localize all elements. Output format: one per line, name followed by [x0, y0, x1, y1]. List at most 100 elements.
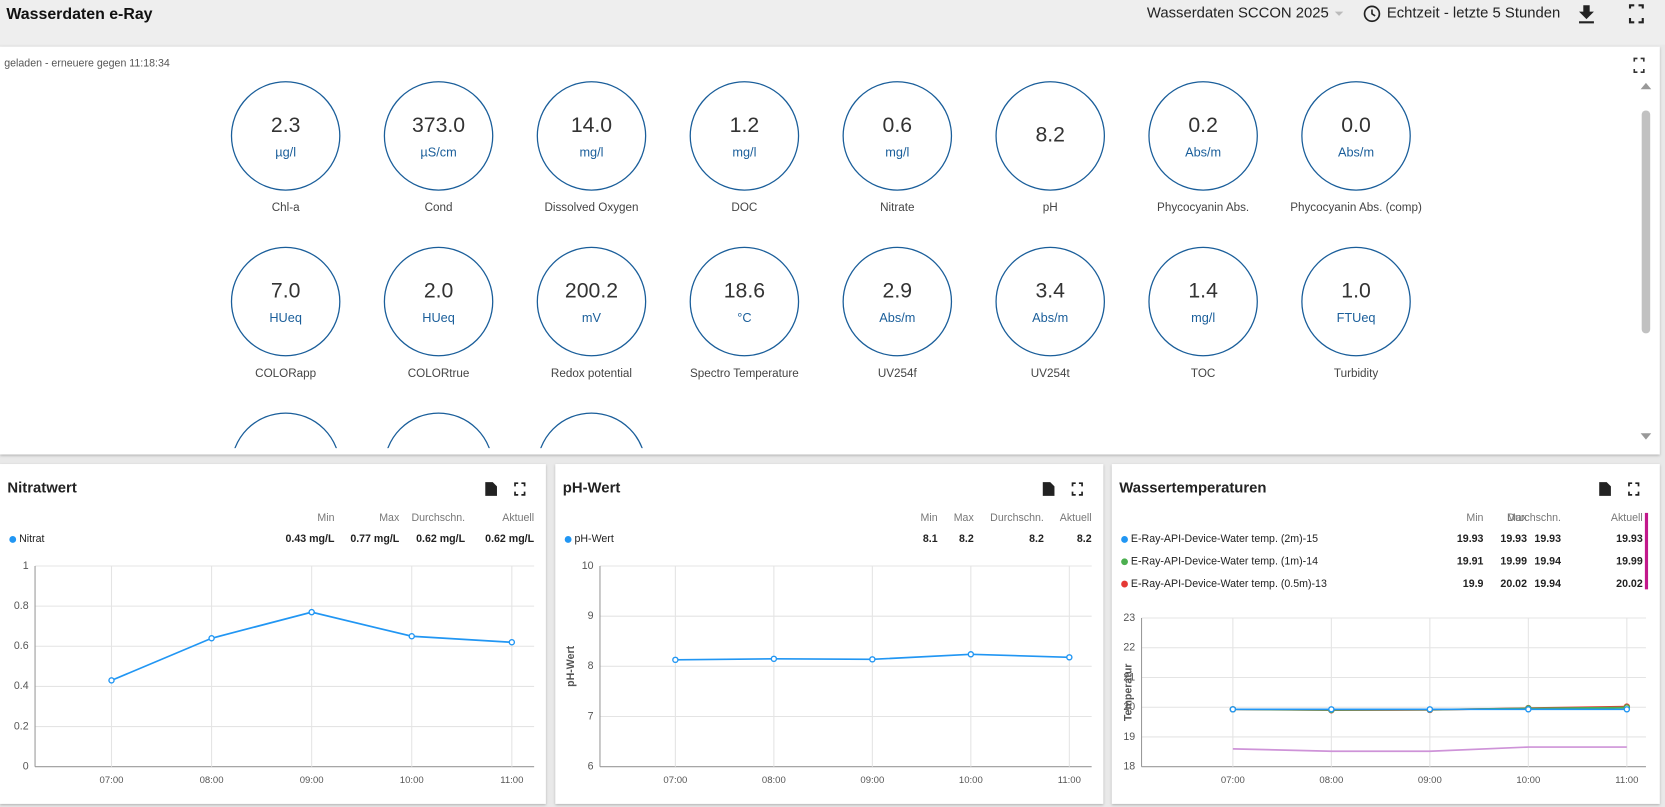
chart-title: Nitratwert: [7, 480, 76, 496]
export-icon[interactable]: [1042, 482, 1055, 496]
panel-fullscreen-icon[interactable]: [1633, 57, 1645, 74]
stats-header: Min: [317, 512, 334, 524]
export-icon[interactable]: [1599, 482, 1611, 496]
chart-panel: pH-Wert Min Max Durchschn. Aktuell pH-Wert 8.1…: [555, 464, 1104, 804]
scrollbar-thumb[interactable]: [1641, 110, 1651, 334]
panel-background: [555, 464, 1104, 804]
dashboard-selector[interactable]: Wasserdaten SCCON 2025: [1147, 6, 1329, 22]
gauge-label: Phycocyanin Abs. (comp): [1290, 201, 1422, 214]
gauge-value: 2.3: [271, 114, 301, 137]
stats-value: 19.93: [1457, 533, 1484, 545]
legend-label[interactable]: E-Ray-API-Device-Water temp. (2m)-15: [1131, 533, 1318, 545]
stats-value: 20.02: [1500, 578, 1527, 590]
stats-header: Aktuell: [1060, 512, 1092, 524]
chart-panel: Nitratwert Min Max Durchschn. Aktuell Nitrat 0…: [0, 464, 546, 804]
gauge-circle: [383, 81, 494, 191]
y-axis-label: Temperatur: [1123, 664, 1135, 722]
stats-value: 19.9: [1463, 578, 1484, 590]
y-tick-label: 0.2: [14, 720, 29, 732]
stats-header: Max: [954, 512, 975, 524]
x-tick-label: 07:00: [100, 775, 124, 786]
legend-scrollbar: [1644, 512, 1649, 590]
gauge-value: 2.9: [883, 280, 913, 303]
gauge-label: TOC: [1191, 367, 1215, 380]
x-tick-label: 08:00: [762, 775, 786, 786]
x-tick-label: 10:00: [400, 775, 424, 786]
fullscreen-icon[interactable]: [1071, 482, 1083, 496]
y-tick-label: 0.8: [14, 600, 29, 612]
y-tick-label: 22: [1123, 642, 1135, 654]
gauge-value: 0.0: [1341, 114, 1371, 137]
gauge-circle: [234, 412, 337, 449]
legend-dot: [1121, 558, 1128, 566]
export-icon[interactable]: [485, 482, 497, 496]
stats-value: 8.2: [959, 533, 974, 545]
gauge-circle: [230, 81, 341, 191]
gauge-label: COLORapp: [255, 367, 316, 380]
stats-header: Aktuell: [1611, 512, 1643, 524]
gauge-value: 8.2: [1035, 124, 1065, 147]
gauge-unit: mV: [582, 310, 602, 325]
clock-icon[interactable]: [1363, 5, 1381, 23]
gauge-circle: [536, 81, 647, 191]
gauge-value: 3.4: [1035, 280, 1065, 303]
panel-background: [0, 464, 546, 804]
gauge-circle: [383, 246, 494, 357]
x-tick-label: 11:00: [500, 775, 523, 786]
gauge-circle: [995, 81, 1106, 191]
data-point: [1623, 706, 1631, 713]
gauge-unit: mg/l: [579, 144, 603, 159]
stats-value: 19.99: [1616, 556, 1643, 568]
stats-value: 19.93: [1616, 533, 1643, 545]
y-tick-label: 8: [588, 660, 594, 672]
data-point: [770, 655, 778, 663]
gauge-unit: µg/l: [275, 144, 296, 159]
stats-value: 19.93: [1534, 533, 1561, 545]
legend-dot: [564, 536, 572, 543]
x-tick-label: 08:00: [200, 775, 224, 786]
y-tick-label: 0: [23, 760, 29, 772]
dropdown-caret[interactable]: [1334, 11, 1344, 16]
stats-header: Aktuell: [502, 512, 534, 524]
gauge-value: 1.4: [1188, 280, 1218, 303]
gauge-label: UV254t: [1031, 367, 1071, 380]
x-tick-label: 09:00: [300, 775, 324, 786]
download-icon[interactable]: [1579, 5, 1594, 24]
time-range[interactable]: Echtzeit - letzte 5 Stunden: [1387, 6, 1560, 22]
scroll-up[interactable]: [1640, 82, 1652, 90]
gauge-label: Nitrate: [880, 201, 914, 214]
fullscreen-icon[interactable]: [514, 482, 526, 496]
fullscreen-icon[interactable]: [1628, 4, 1644, 24]
gauge-circle: [995, 246, 1106, 357]
gauge-value: 18.6: [724, 280, 765, 303]
gauge-label: pH: [1043, 201, 1058, 214]
stats-value: 0.77 mg/L: [350, 533, 399, 545]
scroll-down[interactable]: [1640, 433, 1652, 440]
data-point: [1229, 706, 1237, 713]
legend-label[interactable]: Nitrat: [19, 533, 44, 545]
stats-value: 0.62 mg/L: [416, 533, 465, 545]
status-text: geladen - erneuere gegen 11:18:34: [4, 58, 170, 70]
y-tick-label: 7: [588, 710, 594, 722]
x-tick-label: 07:00: [663, 775, 687, 786]
stats-value: 19.91: [1457, 556, 1484, 568]
gauge-circle: [540, 412, 643, 449]
stats-header: Max: [1507, 512, 1528, 524]
stats-header: Min: [1466, 512, 1483, 524]
x-tick-label: 09:00: [1418, 775, 1442, 786]
fullscreen-icon[interactable]: [1628, 482, 1640, 496]
stats-value: 8.2: [1077, 533, 1092, 545]
stats-header: Durchschn.: [990, 512, 1044, 524]
legend-label[interactable]: pH-Wert: [574, 533, 613, 545]
legend-label[interactable]: E-Ray-API-Device-Water temp. (1m)-14: [1131, 556, 1318, 568]
y-tick-label: 21: [1123, 671, 1135, 683]
gauge-label: Turbidity: [1334, 367, 1378, 380]
legend-label[interactable]: E-Ray-API-Device-Water temp. (0.5m)-13: [1131, 578, 1327, 590]
clock-hands: [1371, 9, 1376, 17]
gauge-unit: Abs/m: [1185, 144, 1221, 159]
chart-title: pH-Wert: [563, 480, 621, 496]
gauge-circle: [842, 246, 953, 357]
gauge-circle: [230, 246, 341, 357]
x-tick-label: 11:00: [1058, 775, 1081, 786]
